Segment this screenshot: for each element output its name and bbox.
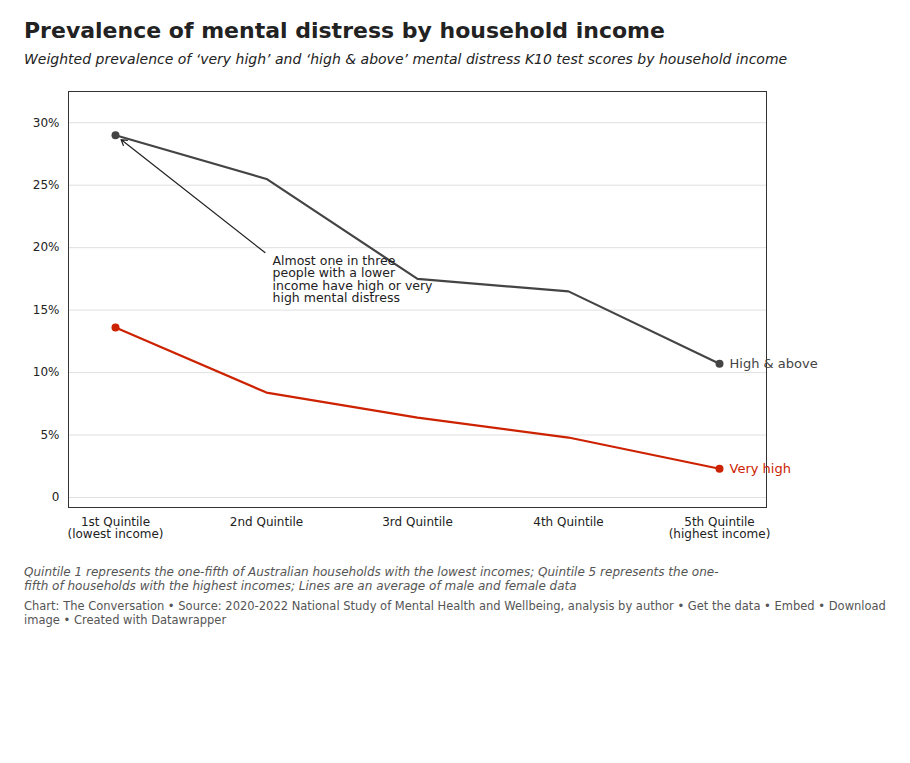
svg-text:Very high: Very high [730,461,791,476]
html-text:Chart: The Conversation • Sour: Chart: The Conversation • Source: 2020-2… [24,599,886,627]
svg-text:15%: 15% [33,303,60,317]
svg-text:20%: 20% [33,240,60,254]
svg-text:3rd Quintile: 3rd Quintile [382,515,453,529]
svg-text:30%: 30% [33,116,60,130]
svg-text:0: 0 [52,490,60,504]
html-text:Weighted prevalence of ‘very h: Weighted prevalence of ‘very high’ and ‘… [24,51,788,67]
svg-text:25%: 25% [33,178,60,192]
svg-text:1st Quintile(lowest income): 1st Quintile(lowest income) [68,515,164,541]
svg-text:Almost one in threepeople with: Almost one in threepeople with a lowerin… [273,253,434,305]
html-text:Prevalence of mental distress: Prevalence of mental distress by househo… [24,18,665,43]
html-text:Quintile 1 represents the one-: Quintile 1 represents the one-fifth of A… [24,565,719,593]
svg-text:2nd Quintile: 2nd Quintile [230,515,303,529]
svg-text:5%: 5% [40,428,59,442]
svg-text:5th Quintile(highest income): 5th Quintile(highest income) [669,515,771,541]
svg-text:High & above: High & above [730,356,818,371]
svg-text:10%: 10% [33,365,60,379]
svg-text:4th Quintile: 4th Quintile [533,515,604,529]
